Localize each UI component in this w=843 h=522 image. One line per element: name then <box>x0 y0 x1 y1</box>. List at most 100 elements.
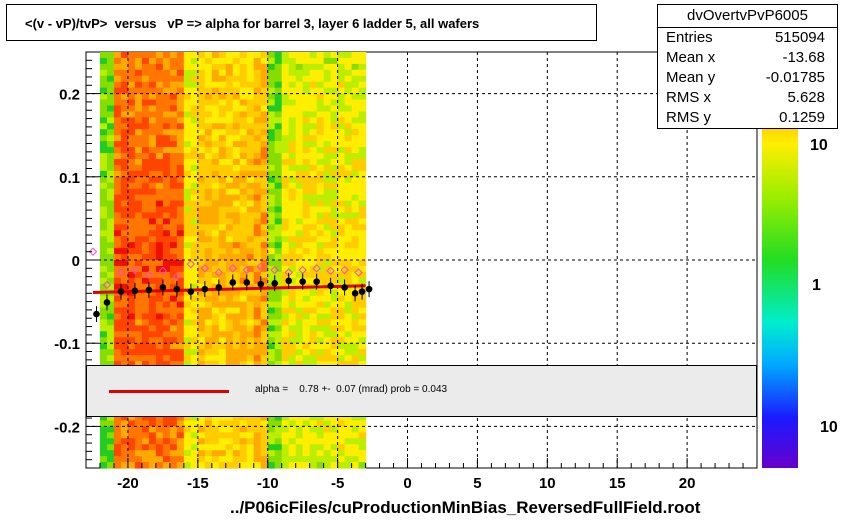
heatmap-cell <box>225 450 234 457</box>
heatmap-cell <box>302 188 311 196</box>
heatmap-cell <box>141 242 150 249</box>
heatmap-cell <box>204 462 213 469</box>
heatmap-cell <box>197 236 206 243</box>
heatmap-cell <box>267 158 276 166</box>
heatmap-cell <box>239 414 248 422</box>
heatmap-cell <box>155 176 164 184</box>
heatmap-cell <box>239 301 248 309</box>
heatmap-cell <box>197 456 206 463</box>
heatmap-cell <box>197 432 206 439</box>
heatmap-cell <box>169 444 178 451</box>
heatmap-cell <box>295 349 304 356</box>
heatmap-cell <box>169 141 178 148</box>
fit-line-layer <box>92 284 366 294</box>
heatmap-cell <box>232 283 241 291</box>
heatmap-cell <box>155 462 164 469</box>
heatmap-cell <box>330 361 339 368</box>
heatmap-cell <box>155 242 164 249</box>
heatmap-cell <box>344 230 353 237</box>
profile-point <box>341 284 348 291</box>
heatmap-cell <box>141 141 150 148</box>
heatmap-cell <box>120 462 129 469</box>
heatmap-cell <box>246 194 255 202</box>
heatmap-cell <box>246 57 255 65</box>
heatmap-cell <box>295 438 304 445</box>
heatmap-cell <box>232 147 241 154</box>
heatmap-cell <box>302 361 311 368</box>
heatmap-cell <box>316 295 325 303</box>
heatmap-cell <box>99 260 108 267</box>
heatmap-cell <box>113 129 122 136</box>
heatmap-cell <box>358 99 367 107</box>
heatmap-cell <box>99 63 108 71</box>
heatmap-cell <box>113 158 122 166</box>
heatmap-cell <box>253 450 262 457</box>
heatmap-cell <box>232 218 241 225</box>
heatmap-cell <box>260 105 269 113</box>
heatmap-cell <box>351 271 360 279</box>
heatmap-cell <box>267 87 276 95</box>
heatmap-cell <box>162 141 171 148</box>
heatmap-cell <box>134 141 143 148</box>
heatmap-cell <box>99 236 108 243</box>
heatmap-cell <box>267 111 276 118</box>
heatmap-cell <box>183 438 192 445</box>
open-marker <box>116 268 126 277</box>
heatmap-cell <box>316 343 325 350</box>
heatmap-cell <box>309 218 318 225</box>
heatmap-cell <box>288 99 297 107</box>
heatmap-cell <box>141 361 150 368</box>
heatmap-cell <box>288 224 297 231</box>
heatmap-cell <box>211 361 220 368</box>
heatmap-cell <box>316 206 325 214</box>
heatmap-cell <box>162 361 171 368</box>
heatmap-cell <box>330 230 339 237</box>
heatmap-cell <box>316 81 325 89</box>
heatmap-cell <box>141 438 150 445</box>
heatmap-cell <box>239 432 248 439</box>
open-marker <box>102 280 112 290</box>
heatmap-cell <box>260 206 269 214</box>
heatmap-cell <box>358 194 367 202</box>
heatmap-cell <box>141 325 150 332</box>
heatmap-cell <box>330 254 339 261</box>
heatmap-cell <box>239 194 248 202</box>
heatmap-cell <box>197 176 206 184</box>
heatmap-cell <box>197 200 206 208</box>
heatmap-cell <box>302 337 311 344</box>
heatmap-cell <box>106 63 115 71</box>
heatmap-cell <box>274 343 283 350</box>
heatmap-cell <box>211 194 220 202</box>
heatmap-cell <box>218 456 227 463</box>
heatmap-cell <box>225 188 234 196</box>
heatmap-cell <box>302 343 311 350</box>
heatmap-cell <box>113 230 122 237</box>
heatmap-cell <box>337 93 346 101</box>
heatmap-cell <box>351 224 360 231</box>
profile-point <box>131 287 139 295</box>
heatmap-cell <box>260 170 269 178</box>
heatmap-cell <box>120 349 129 356</box>
heatmap-cell <box>162 307 171 315</box>
heatmap-cell <box>358 319 367 326</box>
heatmap-cell <box>106 188 115 196</box>
heatmap-cell <box>211 301 220 309</box>
heatmap-cell <box>169 99 178 107</box>
heatmap-cell <box>288 319 297 326</box>
heatmap-cell <box>120 325 129 332</box>
heatmap-cell <box>204 248 213 255</box>
heatmap-cell <box>162 414 171 422</box>
heatmap-cell <box>148 93 157 101</box>
heatmap-cell <box>162 170 171 178</box>
heatmap-cell <box>225 117 234 124</box>
heatmap-cell <box>253 325 262 332</box>
heatmap-cell <box>183 343 192 350</box>
heatmap-cell <box>267 355 276 362</box>
heatmap-cell <box>120 141 129 148</box>
heatmap-cell <box>260 230 269 237</box>
heatmap-cell <box>134 194 143 202</box>
heatmap-cell <box>358 111 367 118</box>
heatmap-cell <box>134 158 143 166</box>
heatmap-cell <box>141 93 150 101</box>
heatmap-cell <box>302 236 311 243</box>
